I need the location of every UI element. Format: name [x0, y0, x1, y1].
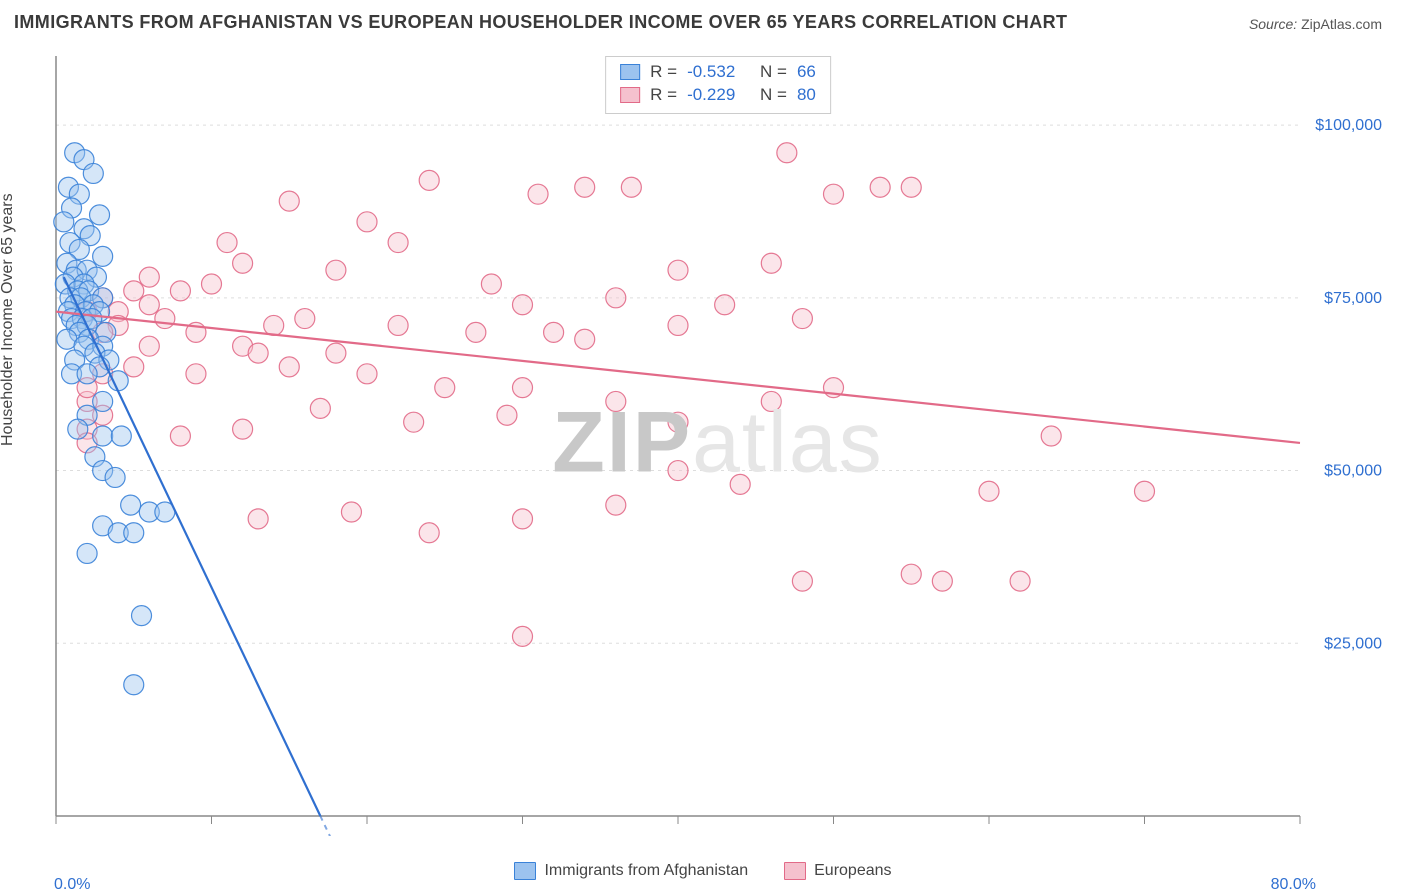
legend-label-blue: Immigrants from Afghanistan: [544, 862, 748, 880]
legend-item-pink: Europeans: [784, 862, 891, 880]
legend-label-pink: Europeans: [814, 862, 891, 880]
n-label: N =: [760, 84, 787, 107]
correlation-stats-box: R = -0.532 N = 66 R = -0.229 N = 80: [605, 56, 831, 114]
legend-swatch-pink-icon: [784, 862, 806, 880]
r-label: R =: [650, 84, 677, 107]
chart-area: $25,000$50,000$75,000$100,000 ZIPatlas R…: [46, 50, 1390, 836]
svg-text:$100,000: $100,000: [1315, 117, 1382, 134]
source-attribution: Source: ZipAtlas.com: [1249, 16, 1382, 32]
svg-text:$50,000: $50,000: [1324, 463, 1382, 480]
chart-title: IMMIGRANTS FROM AFGHANISTAN VS EUROPEAN …: [14, 12, 1067, 33]
stats-row-blue: R = -0.532 N = 66: [620, 61, 816, 84]
svg-text:$75,000: $75,000: [1324, 290, 1382, 307]
r-label: R =: [650, 61, 677, 84]
bottom-legend: Immigrants from Afghanistan Europeans: [0, 862, 1406, 880]
swatch-pink-icon: [620, 87, 640, 103]
scatter-plot: $25,000 $50,000 $75,000 $100,000: [46, 50, 1390, 836]
legend-item-blue: Immigrants from Afghanistan: [514, 862, 748, 880]
r-value-pink: -0.229: [687, 84, 735, 107]
n-value-pink: 80: [797, 84, 816, 107]
stats-row-pink: R = -0.229 N = 80: [620, 84, 816, 107]
swatch-blue-icon: [620, 64, 640, 80]
n-label: N =: [760, 61, 787, 84]
legend-swatch-blue-icon: [514, 862, 536, 880]
r-value-blue: -0.532: [687, 61, 735, 84]
svg-text:$25,000: $25,000: [1324, 635, 1382, 652]
y-axis-label: Householder Income Over 65 years: [0, 193, 17, 446]
source-label: Source:: [1249, 16, 1297, 32]
source-value: ZipAtlas.com: [1301, 16, 1382, 32]
n-value-blue: 66: [797, 61, 816, 84]
